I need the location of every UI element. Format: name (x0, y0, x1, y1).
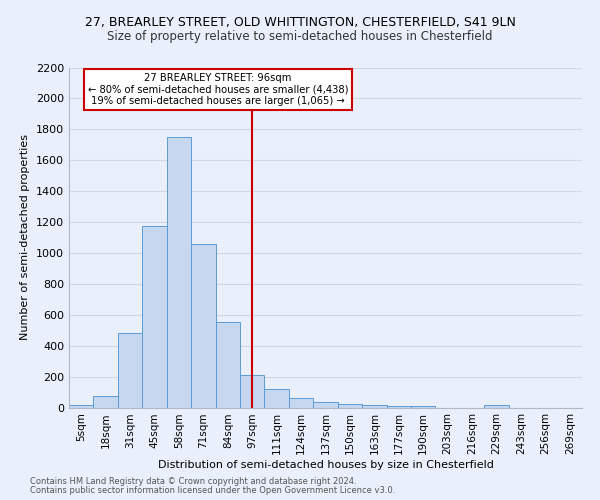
X-axis label: Distribution of semi-detached houses by size in Chesterfield: Distribution of semi-detached houses by … (158, 460, 493, 470)
Text: Contains HM Land Registry data © Crown copyright and database right 2024.: Contains HM Land Registry data © Crown c… (30, 477, 356, 486)
Bar (484, 405, 509, 407)
Bar (362, 405, 386, 407)
Y-axis label: Number of semi-detached properties: Number of semi-detached properties (20, 134, 31, 340)
Bar (411, 406, 436, 407)
Text: Size of property relative to semi-detached houses in Chesterfield: Size of property relative to semi-detach… (107, 30, 493, 43)
Bar (215, 322, 240, 408)
Bar (118, 334, 142, 407)
Bar (386, 406, 411, 407)
Text: 27, BREARLEY STREET, OLD WHITTINGTON, CHESTERFIELD, S41 9LN: 27, BREARLEY STREET, OLD WHITTINGTON, CH… (85, 16, 515, 29)
Bar (313, 402, 338, 407)
Bar (94, 396, 118, 407)
Text: 27 BREARLEY STREET: 96sqm
← 80% of semi-detached houses are smaller (4,438)
19% : 27 BREARLEY STREET: 96sqm ← 80% of semi-… (88, 72, 348, 106)
Bar (265, 389, 289, 407)
Bar (167, 137, 191, 407)
Text: Contains public sector information licensed under the Open Government Licence v3: Contains public sector information licen… (30, 486, 395, 495)
Bar (338, 404, 362, 407)
Bar (142, 226, 167, 408)
Bar (191, 244, 215, 408)
Bar (289, 398, 313, 407)
Bar (69, 405, 94, 407)
Bar (240, 375, 265, 408)
